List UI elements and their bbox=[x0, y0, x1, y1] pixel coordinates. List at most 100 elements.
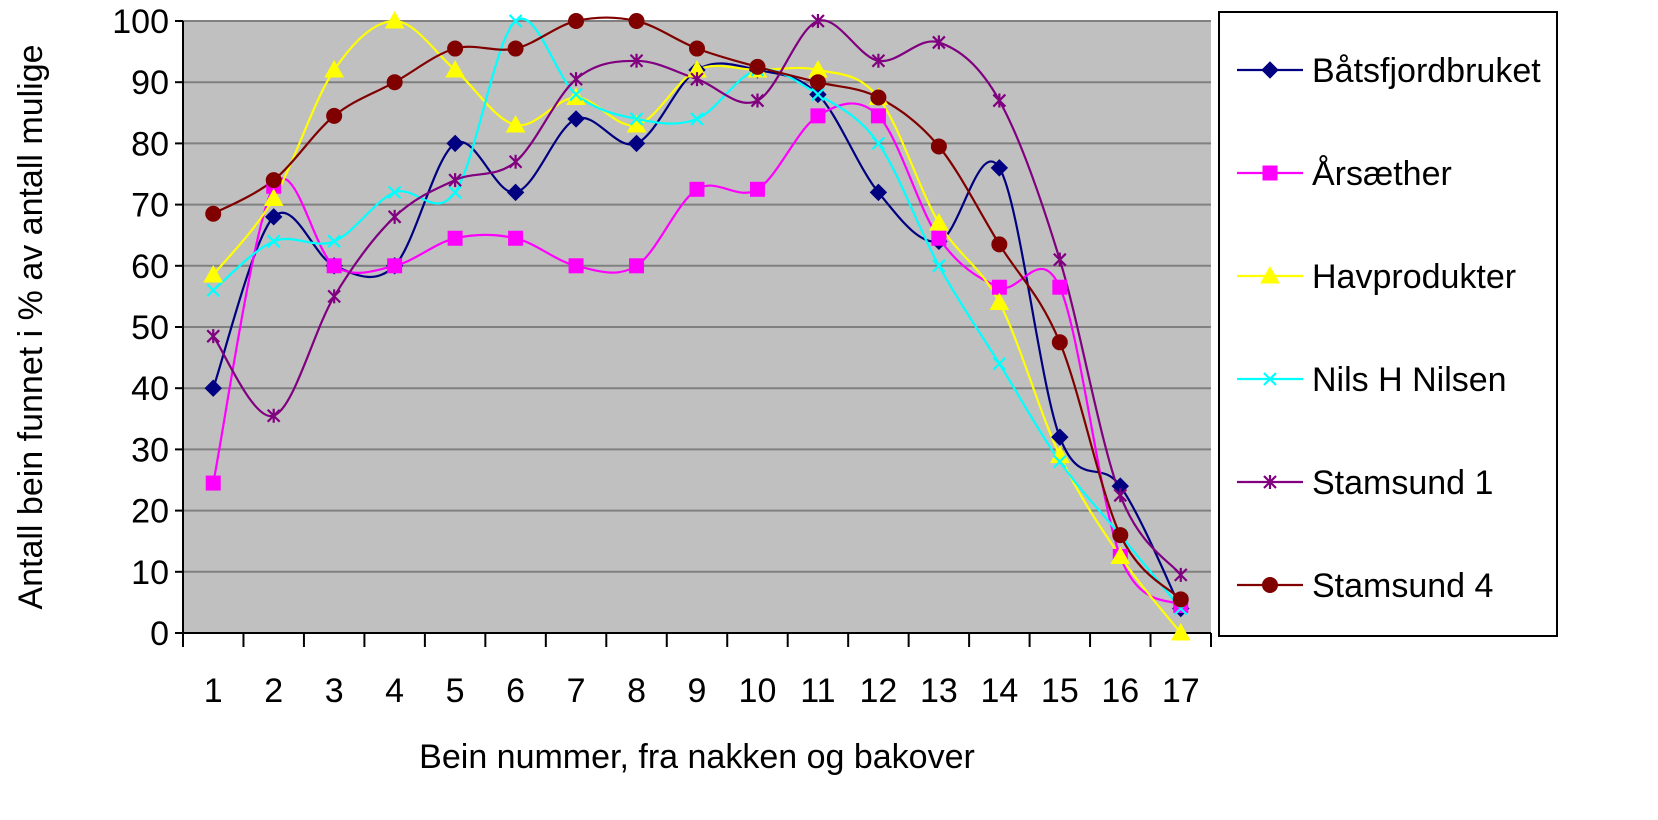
y-tick-label: 90 bbox=[131, 64, 169, 102]
data-point bbox=[327, 289, 341, 304]
y-tick-label: 0 bbox=[150, 615, 169, 653]
legend-marker bbox=[1262, 165, 1278, 181]
data-point bbox=[749, 58, 766, 75]
legend-label: Nils H Nilsen bbox=[1312, 361, 1507, 399]
data-point bbox=[327, 234, 341, 249]
series-line bbox=[212, 16, 1182, 601]
data-point bbox=[448, 173, 462, 188]
data-point bbox=[507, 40, 524, 57]
data-point bbox=[932, 35, 946, 50]
y-tick-label: 80 bbox=[131, 125, 169, 163]
data-point bbox=[447, 230, 463, 246]
legend-label: Stamsund 4 bbox=[1312, 567, 1493, 605]
data-point bbox=[628, 13, 645, 29]
data-point bbox=[386, 74, 403, 91]
data-point bbox=[1110, 546, 1131, 564]
data-point bbox=[689, 40, 705, 57]
data-point bbox=[263, 188, 284, 206]
data-point bbox=[206, 329, 221, 344]
data-point bbox=[508, 14, 523, 28]
data-point bbox=[445, 59, 465, 78]
data-point bbox=[266, 408, 281, 423]
data-point bbox=[870, 108, 886, 124]
legend-marker bbox=[1261, 61, 1279, 79]
legend-marker bbox=[1263, 475, 1277, 489]
data-point bbox=[690, 112, 704, 126]
data-point bbox=[387, 185, 402, 200]
data-point bbox=[326, 107, 343, 124]
data-point bbox=[1053, 454, 1067, 469]
legend-marker bbox=[1262, 577, 1278, 593]
legend-label: Årsæther bbox=[1312, 155, 1452, 193]
legend-label: Havprodukter bbox=[1312, 258, 1516, 296]
data-point bbox=[1113, 488, 1128, 503]
data-point bbox=[930, 138, 947, 155]
data-point bbox=[205, 475, 221, 491]
legend-label: Båtsfjordbruket bbox=[1312, 52, 1541, 90]
data-point bbox=[1170, 622, 1191, 641]
x-tick-label: 16 bbox=[1101, 672, 1139, 710]
data-point bbox=[1051, 428, 1069, 446]
legend-marker bbox=[1263, 372, 1277, 386]
data-point bbox=[567, 110, 585, 128]
x-tick-label: 11 bbox=[800, 672, 835, 710]
data-point bbox=[1173, 567, 1188, 582]
y-tick-label: 20 bbox=[131, 493, 169, 531]
data-point bbox=[447, 40, 464, 57]
data-point bbox=[869, 183, 888, 202]
data-point bbox=[1051, 334, 1068, 351]
x-tick-label: 4 bbox=[385, 672, 404, 710]
data-point bbox=[810, 108, 826, 124]
y-tick-label: 60 bbox=[131, 248, 169, 286]
data-point bbox=[809, 74, 826, 91]
x-tick-label: 5 bbox=[446, 672, 465, 710]
data-point bbox=[1112, 527, 1129, 544]
gridlines bbox=[183, 20, 1211, 573]
x-tick-label: 1 bbox=[204, 672, 223, 710]
x-tick-label: 6 bbox=[506, 672, 525, 710]
data-point bbox=[690, 72, 704, 87]
data-point bbox=[989, 292, 1010, 311]
y-tick-label: 100 bbox=[112, 3, 169, 41]
x-tick-label: 3 bbox=[325, 672, 344, 710]
y-axis-title: Antall bein funnet i % av antall mulige bbox=[12, 44, 50, 609]
data-point bbox=[992, 356, 1007, 371]
data-point bbox=[931, 230, 947, 246]
data-point bbox=[566, 87, 586, 105]
data-point bbox=[206, 283, 221, 298]
legend-label: Stamsund 1 bbox=[1312, 464, 1493, 502]
data-point bbox=[992, 93, 1007, 108]
data-point bbox=[811, 14, 825, 28]
data-point bbox=[204, 379, 222, 397]
y-tick-label: 70 bbox=[131, 187, 169, 225]
legend: Båtsfjordbruket Årsæther Havprodukter Nils … bbox=[1218, 11, 1558, 637]
data-point bbox=[569, 72, 583, 87]
data-point bbox=[811, 87, 825, 102]
data-point bbox=[689, 181, 705, 197]
data-point bbox=[990, 159, 1009, 177]
data-point bbox=[448, 185, 462, 200]
x-tick-label: 7 bbox=[567, 672, 586, 710]
data-point bbox=[991, 236, 1008, 253]
data-point bbox=[870, 89, 887, 106]
x-tick-label: 14 bbox=[980, 672, 1018, 710]
data-point bbox=[568, 258, 584, 274]
x-tick-label: 15 bbox=[1041, 672, 1079, 710]
data-point bbox=[629, 53, 644, 68]
y-tick-label: 40 bbox=[131, 370, 169, 408]
data-point bbox=[506, 183, 525, 202]
data-point bbox=[205, 205, 222, 222]
data-point bbox=[384, 10, 405, 29]
y-tick-label: 50 bbox=[131, 309, 169, 347]
marker-layer bbox=[203, 10, 1191, 641]
data-point bbox=[508, 154, 523, 169]
x-tick-label: 9 bbox=[688, 672, 707, 710]
x-axis-title: Bein nummer, fra nakken og bakover bbox=[419, 738, 975, 776]
data-point bbox=[568, 13, 585, 29]
data-point bbox=[1172, 591, 1189, 608]
data-point bbox=[264, 208, 283, 226]
data-point bbox=[326, 258, 342, 274]
